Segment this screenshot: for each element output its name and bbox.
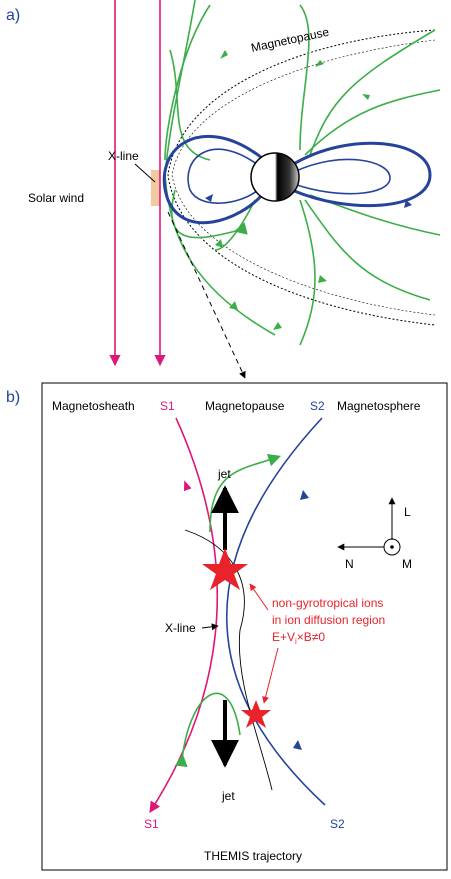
magnetopause-curve [168, 30, 435, 325]
eq-rest: ×B≠0 [297, 630, 326, 644]
x-line-label: X-line [108, 149, 139, 163]
s2-label: S2 [330, 817, 345, 831]
eq-main: E+V [272, 630, 295, 644]
axis-label: L [404, 505, 411, 519]
magnetopause-label: Magnetopause [205, 399, 285, 413]
panel-label: b) [6, 389, 20, 406]
field-line [182, 693, 240, 760]
s2-line [227, 418, 325, 805]
magnetosheath-label: Magnetosheath [52, 399, 135, 413]
axis-label: N [345, 557, 354, 571]
x-line-label: X-line [165, 621, 196, 635]
jet-label: jet [221, 789, 235, 803]
x-line-region [151, 170, 160, 206]
s1-label: S1 [144, 817, 159, 831]
equation: E+Vi×B≠0 [272, 630, 325, 646]
s1-label: S1 [160, 399, 175, 413]
s2-label: S2 [310, 399, 325, 413]
star [202, 548, 248, 590]
annotation: in ion diffusion region [272, 613, 385, 627]
annotation-arrow [250, 584, 268, 610]
page-body: a) Magnetopause X-line Solar wind b) Mag… [0, 0, 451, 874]
axis-label: M [402, 557, 412, 571]
field-lines [164, 0, 440, 345]
s1-arrow [181, 479, 192, 491]
panel-label: a) [6, 7, 20, 24]
magnetosphere-label: Magnetosphere [337, 399, 421, 413]
trajectory-label: THEMIS trajectory [204, 849, 302, 863]
diagram: a) Magnetopause X-line Solar wind b) Mag… [0, 0, 451, 874]
earth [251, 153, 299, 201]
magnetopause-label: Magnetopause [250, 25, 331, 55]
page: {"panel_a": {"label": "a)", "magnetopaus… [0, 0, 451, 874]
axis-m-dot [390, 545, 394, 549]
annotation: non-gyrotropical ions [272, 596, 383, 610]
magnetopause-curve [172, 40, 435, 315]
solar-wind-label: Solar wind [28, 191, 84, 205]
panel-frame [42, 383, 447, 870]
star [241, 700, 271, 728]
jet-label: jet [217, 467, 231, 481]
annotation-arrow [264, 648, 278, 703]
